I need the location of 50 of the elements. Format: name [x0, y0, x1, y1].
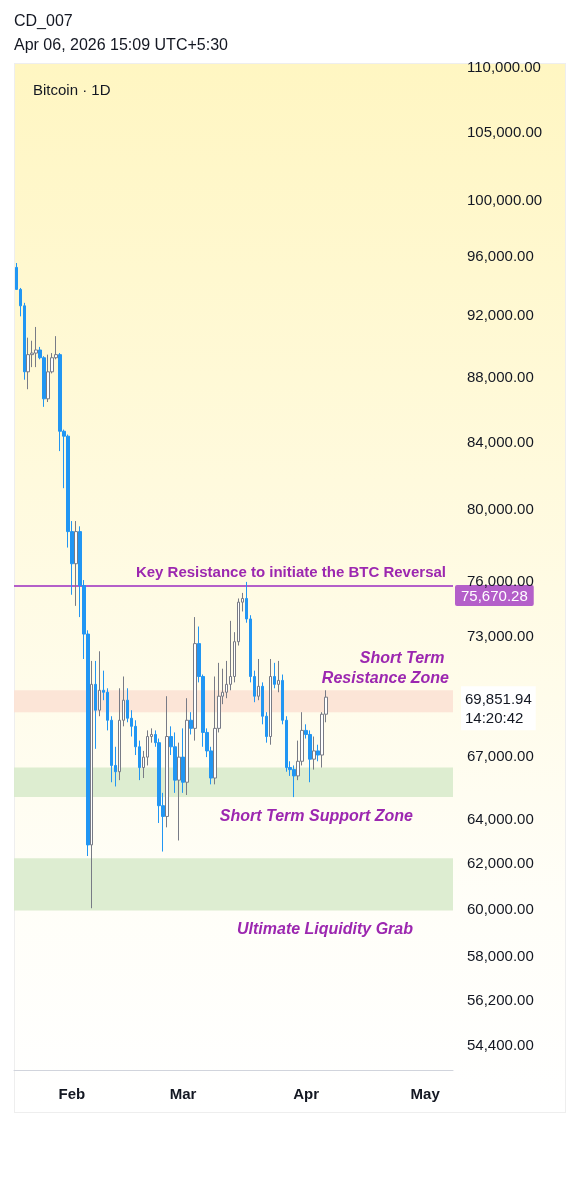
candlestick: [193, 616, 197, 742]
candlestick: [277, 660, 280, 693]
text: Bitcoin · 1D: [33, 81, 111, 98]
text: Apr 06, 2026 15:09 UTC+5:30: [14, 35, 229, 53]
candlestick: [46, 354, 50, 403]
candlestick: [185, 697, 189, 796]
y-tick-label: 92,000.00: [467, 306, 534, 324]
y-tick-label: 60,000.00: [467, 899, 534, 917]
candlestick: [98, 650, 101, 717]
candlestick: [181, 727, 185, 794]
band-label: Ultimate Liquidity Grab: [236, 920, 414, 938]
candlestick: [177, 742, 181, 841]
text: 69,851.94 14:20:42: [465, 690, 532, 727]
y-tick-label: 110,000.00: [467, 58, 541, 76]
y-tick-label: 54,400.00: [467, 1035, 534, 1053]
x-tick-label: Feb: [58, 1085, 86, 1102]
y-tick-label: 105,000.00: [467, 122, 543, 140]
band-label: Short Term Support Zone: [219, 806, 414, 824]
ref-line-label: Key Resistance to initiate the BTC Reversal: [135, 563, 446, 581]
candlestick: [292, 764, 296, 798]
text: CD_007: [14, 11, 73, 30]
y-tick-label: 84,000.00: [467, 432, 534, 450]
candlestick: [90, 660, 93, 909]
x-tick-label: Apr: [293, 1085, 320, 1102]
candlestick: [26, 337, 30, 390]
candlestick: [189, 711, 193, 735]
candlestick: [257, 658, 260, 701]
y-tick-label: 64,000.00: [467, 810, 534, 828]
candlestick: [273, 662, 276, 689]
x-tick-label: May: [410, 1085, 441, 1102]
candlestick: [316, 744, 320, 762]
y-tick-label: 67,000.00: [467, 746, 534, 764]
x-tick-label: Mar: [169, 1085, 197, 1102]
y-tick-label: 58,000.00: [467, 946, 534, 964]
y-tick-label: 62,000.00: [467, 854, 534, 872]
y-tick-label: 88,000.00: [467, 368, 534, 386]
y-tick-label: 76,000.00: [467, 571, 534, 589]
y-tick-label: 56,200.00: [467, 990, 534, 1008]
candlestick: [165, 695, 169, 828]
y-tick-label: 73,000.00: [467, 627, 534, 645]
y-tick-label: 100,000.00: [467, 190, 543, 208]
candlestick: [74, 520, 78, 607]
y-tick-label: 80,000.00: [467, 500, 534, 518]
candlestick: [94, 660, 97, 750]
text: 75,670.28: [461, 587, 528, 605]
band-label: Short Term Resistance Zone: [321, 648, 450, 686]
candlestick: [269, 658, 272, 746]
y-tick-label: 96,000.00: [467, 247, 534, 265]
candlestick: [312, 736, 316, 771]
candlestick: [34, 326, 38, 368]
